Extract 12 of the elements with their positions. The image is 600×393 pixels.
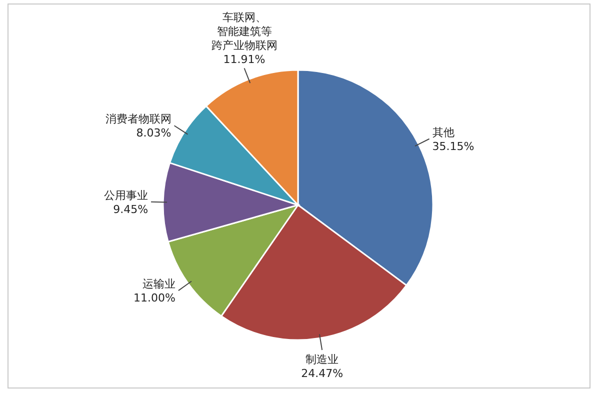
data-label: 9.45%: [113, 202, 148, 216]
slice-label: 车联网、智能建筑等跨产业物联网: [211, 11, 278, 52]
data-label: 11.00%: [134, 292, 176, 305]
slice-label: 制造业: [306, 353, 339, 366]
slice-label: 其他: [432, 126, 454, 139]
slice-label: 消费者物联网: [105, 112, 172, 126]
data-label: 11.91%: [223, 53, 266, 66]
slice-label: 运输业: [142, 278, 176, 291]
slice-label: 公用事业: [104, 188, 148, 202]
data-label: 24.47%: [301, 367, 344, 380]
data-label: 35.15%: [432, 140, 474, 153]
data-label: 8.03%: [136, 126, 172, 140]
